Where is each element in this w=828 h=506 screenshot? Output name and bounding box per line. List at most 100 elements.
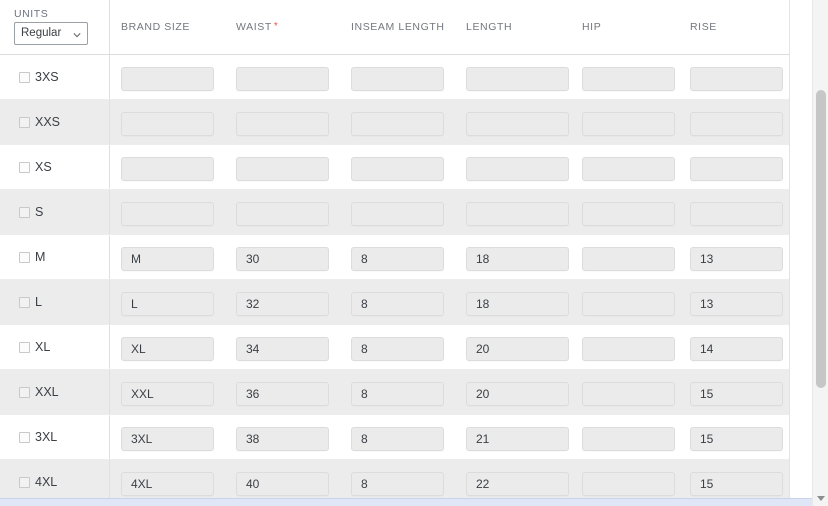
cell-input-brand-size[interactable]: 4XL (121, 472, 214, 496)
cell-value: 13 (700, 252, 714, 266)
units-label: UNITS (14, 8, 49, 20)
cell-input-hip[interactable] (582, 202, 675, 226)
cell-input-hip[interactable] (582, 337, 675, 361)
cell-input-rise[interactable]: 13 (690, 292, 783, 316)
cell-input-hip[interactable] (582, 112, 675, 136)
cell-input-waist[interactable]: 34 (236, 337, 329, 361)
cell-input-length[interactable] (466, 157, 569, 181)
cell-input-brand-size[interactable]: XXL (121, 382, 214, 406)
row-select-checkbox[interactable] (19, 72, 30, 83)
cell-input-rise[interactable]: 15 (690, 427, 783, 451)
row-select-checkbox[interactable] (19, 162, 30, 173)
row-label-cell: S (0, 190, 110, 234)
cell-input-inseam-length[interactable]: 8 (351, 472, 444, 496)
cell-input-hip[interactable] (582, 292, 675, 316)
cell-input-waist[interactable]: 32 (236, 292, 329, 316)
cell-input-length[interactable]: 18 (466, 247, 569, 271)
cell-input-brand-size[interactable] (121, 67, 214, 91)
row-size-label: M (35, 250, 46, 264)
cell-input-hip[interactable] (582, 67, 675, 91)
table-row: 3XS (0, 55, 789, 100)
cell-input-waist[interactable] (236, 112, 329, 136)
cell-input-length[interactable] (466, 67, 569, 91)
cell-input-length[interactable] (466, 202, 569, 226)
scrollbar-thumb[interactable] (816, 90, 826, 388)
cell-input-inseam-length[interactable] (351, 202, 444, 226)
cell-input-hip[interactable] (582, 382, 675, 406)
table-header-row: UNITS Regular BRAND SIZE WAIST * INSEAM LEN… (0, 0, 789, 55)
cell-input-waist[interactable]: 30 (236, 247, 329, 271)
row-select-checkbox[interactable] (19, 207, 30, 218)
row-select-checkbox[interactable] (19, 117, 30, 128)
cell-input-inseam-length[interactable]: 8 (351, 427, 444, 451)
page-vertical-scrollbar[interactable] (812, 0, 828, 506)
cell-input-brand-size[interactable] (121, 157, 214, 181)
cell-input-brand-size[interactable] (121, 202, 214, 226)
cell-input-rise[interactable]: 14 (690, 337, 783, 361)
row-select-checkbox[interactable] (19, 387, 30, 398)
column-header-rise: RISE (690, 21, 717, 33)
column-header-label: RISE (690, 21, 717, 33)
table-row: 3XL 3XL 38 8 21 15 (0, 415, 789, 460)
row-label-cell: XXS (0, 100, 110, 144)
cell-input-waist[interactable] (236, 157, 329, 181)
row-select-checkbox[interactable] (19, 477, 30, 488)
units-select[interactable]: Regular (14, 22, 88, 45)
cell-input-inseam-length[interactable]: 8 (351, 382, 444, 406)
cell-input-brand-size[interactable]: L (121, 292, 214, 316)
cell-input-inseam-length[interactable]: 8 (351, 292, 444, 316)
scroll-down-arrow-icon[interactable] (817, 496, 825, 501)
cell-input-rise[interactable] (690, 202, 783, 226)
row-select-checkbox[interactable] (19, 342, 30, 353)
cell-input-hip[interactable] (582, 427, 675, 451)
cell-input-waist[interactable]: 38 (236, 427, 329, 451)
row-select-checkbox[interactable] (19, 297, 30, 308)
row-size-label: S (35, 205, 44, 219)
row-size-label: XL (35, 340, 51, 354)
cell-input-rise[interactable]: 15 (690, 472, 783, 496)
cell-input-length[interactable]: 20 (466, 382, 569, 406)
cell-input-hip[interactable] (582, 247, 675, 271)
cell-input-rise[interactable] (690, 67, 783, 91)
cell-value: 8 (361, 387, 368, 401)
size-table-body: 3XS XXS XS S M M 30 8 18 13 L L 32 8 18 13 XL XL 34 8 20 14 XX… (0, 55, 789, 506)
cell-value: 8 (361, 432, 368, 446)
row-label-cell: M (0, 235, 110, 279)
row-select-checkbox[interactable] (19, 432, 30, 443)
cell-input-brand-size[interactable]: 3XL (121, 427, 214, 451)
cell-input-inseam-length[interactable]: 8 (351, 247, 444, 271)
column-header-inseam-length: INSEAM LENGTH (351, 21, 445, 33)
row-size-label: XS (35, 160, 52, 174)
cell-input-rise[interactable]: 13 (690, 247, 783, 271)
table-row: L L 32 8 18 13 (0, 280, 789, 325)
column-header-label: BRAND SIZE (121, 21, 191, 33)
column-header-label: HIP (582, 21, 602, 33)
cell-input-inseam-length[interactable] (351, 67, 444, 91)
cell-input-rise[interactable] (690, 112, 783, 136)
cell-input-length[interactable]: 22 (466, 472, 569, 496)
row-select-checkbox[interactable] (19, 252, 30, 263)
cell-input-inseam-length[interactable]: 8 (351, 337, 444, 361)
cell-input-brand-size[interactable]: XL (121, 337, 214, 361)
cell-input-waist[interactable] (236, 67, 329, 91)
column-header-label: WAIST (236, 21, 272, 33)
cell-input-inseam-length[interactable] (351, 112, 444, 136)
cell-input-waist[interactable]: 40 (236, 472, 329, 496)
cell-input-length[interactable] (466, 112, 569, 136)
row-size-label: XXL (35, 385, 59, 399)
cell-input-brand-size[interactable]: M (121, 247, 214, 271)
cell-value: 15 (700, 477, 714, 491)
cell-input-waist[interactable]: 36 (236, 382, 329, 406)
cell-input-brand-size[interactable] (121, 112, 214, 136)
cell-input-length[interactable]: 20 (466, 337, 569, 361)
cell-input-rise[interactable] (690, 157, 783, 181)
cell-input-waist[interactable] (236, 202, 329, 226)
cell-input-hip[interactable] (582, 472, 675, 496)
cell-input-length[interactable]: 21 (466, 427, 569, 451)
cell-input-inseam-length[interactable] (351, 157, 444, 181)
cell-input-rise[interactable]: 15 (690, 382, 783, 406)
cell-input-hip[interactable] (582, 157, 675, 181)
cell-input-length[interactable]: 18 (466, 292, 569, 316)
